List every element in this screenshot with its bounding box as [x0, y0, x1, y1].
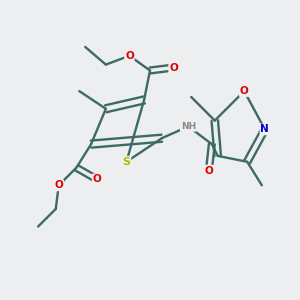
- Text: O: O: [240, 86, 249, 96]
- Text: O: O: [54, 180, 63, 190]
- Text: N: N: [260, 124, 269, 134]
- Text: NH: NH: [181, 122, 196, 131]
- Text: O: O: [93, 174, 101, 184]
- Text: S: S: [122, 157, 130, 167]
- Text: O: O: [125, 51, 134, 61]
- Text: O: O: [205, 166, 213, 176]
- Text: O: O: [169, 63, 178, 73]
